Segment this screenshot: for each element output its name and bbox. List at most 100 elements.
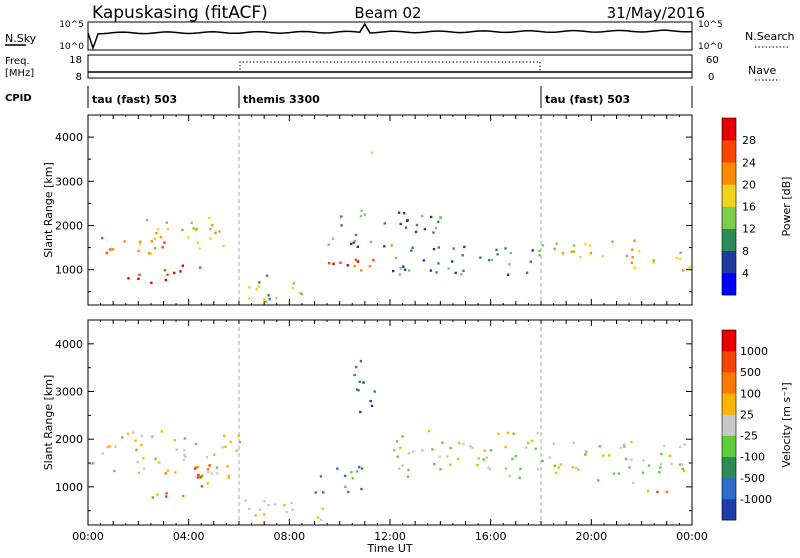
- echo-cell: [437, 220, 440, 224]
- echo-cell: [263, 513, 266, 516]
- echo-cell: [354, 233, 358, 237]
- echo-cell: [531, 249, 534, 252]
- echo-cell: [331, 237, 335, 240]
- colorbar-tick-label: 8: [742, 245, 749, 258]
- echo-cell: [450, 260, 454, 263]
- x-tick-label: 20:00: [575, 530, 607, 543]
- station-title: Kapuskasing (fitACF): [92, 3, 268, 23]
- echo-cell: [138, 273, 141, 276]
- nsky-tick-bottom: 10^0: [59, 42, 84, 52]
- echo-cell: [196, 466, 199, 469]
- echo-cell: [631, 248, 634, 251]
- echo-cell: [347, 490, 350, 494]
- echo-cell: [395, 440, 399, 443]
- charts: 1000 2000 3000 4000 Slant Range [km] 4 8 12 16 20…: [42, 114, 793, 555]
- colorbar-tick-label: 500: [740, 366, 761, 379]
- echo-cell: [647, 464, 651, 467]
- colorbar: 1000 500 100 25 -25 -100 -500 -1000 Velocity [m …: [721, 329, 793, 521]
- colorbar-frame: [721, 329, 737, 521]
- echo-cell: [554, 471, 558, 475]
- echo-cell: [227, 474, 230, 478]
- echo-cell: [370, 151, 374, 154]
- echo-cell: [496, 253, 499, 256]
- echo-cell: [660, 452, 663, 456]
- echo-cell: [572, 250, 576, 253]
- echo-cell: [183, 453, 186, 457]
- echo-cell: [199, 266, 202, 269]
- x-tick-label: 00:00: [72, 530, 104, 543]
- echo-cell: [506, 431, 510, 435]
- echo-cell: [454, 271, 457, 275]
- echo-cell: [403, 268, 407, 271]
- echo-cell: [683, 443, 686, 446]
- echo-cell: [263, 500, 266, 503]
- echo-cell: [449, 463, 452, 466]
- echo-cell: [254, 514, 257, 517]
- echo-cell: [248, 297, 251, 300]
- echo-cell: [462, 442, 465, 446]
- echo-cell: [519, 467, 522, 471]
- colorbar-tick-label: 16: [742, 201, 756, 214]
- y-tick-label: 2000: [55, 219, 83, 232]
- y-axis-label: Slant Range [km]: [42, 162, 55, 258]
- echo-cell: [235, 449, 238, 452]
- echo-cell: [151, 496, 154, 499]
- echo-cell: [205, 456, 209, 459]
- echo-cell: [355, 365, 358, 369]
- echo-cell: [399, 446, 402, 449]
- echo-cell: [255, 288, 258, 291]
- echo-cell: [670, 462, 673, 465]
- y-tick-label: 4000: [55, 338, 83, 351]
- echo-cell: [509, 251, 513, 255]
- echo-cell: [197, 473, 200, 477]
- echo-cell: [175, 448, 178, 451]
- freq-panel: Freq. [MHz] 18 8 60 0 Nave: [5, 54, 780, 83]
- echo-cell: [390, 244, 393, 247]
- echo-cell: [357, 389, 360, 392]
- freq-label-line1: Freq.: [5, 56, 30, 67]
- echo-cell: [114, 445, 117, 448]
- echo-cell: [321, 507, 324, 510]
- echo-cell: [222, 244, 225, 248]
- echo-cell: [461, 254, 464, 257]
- echo-cell: [675, 256, 679, 260]
- echo-cell: [123, 240, 126, 243]
- echo-cell: [518, 476, 521, 479]
- echo-cell: [642, 459, 645, 462]
- echo-cell: [479, 256, 482, 259]
- echo-cell: [608, 454, 611, 457]
- echo-cell: [290, 501, 293, 505]
- echo-cell: [399, 267, 402, 270]
- echo-cell: [265, 274, 269, 277]
- echo-cell: [504, 247, 507, 250]
- colorbar-segment: [722, 140, 736, 163]
- echo-cell: [248, 286, 251, 289]
- echo-cell: [360, 269, 363, 272]
- echo-cell: [538, 249, 541, 253]
- echo-cell: [113, 469, 116, 473]
- echo-cell: [632, 481, 635, 485]
- echo-cell: [363, 213, 367, 216]
- echo-cell: [353, 239, 357, 243]
- echo-cell: [423, 227, 427, 231]
- date-title: 31/May/2016: [607, 4, 705, 22]
- echo-cell: [437, 262, 440, 265]
- echo-cell: [421, 449, 424, 452]
- echo-cell: [432, 231, 435, 234]
- echo-cell: [322, 491, 325, 494]
- echo-cell: [369, 240, 373, 244]
- echo-cell: [336, 467, 339, 470]
- echo-cell: [353, 264, 356, 268]
- echo-cell: [469, 445, 472, 448]
- echo-cell: [207, 471, 210, 474]
- colorbar-segment: [722, 498, 736, 521]
- echo-cell: [584, 453, 587, 456]
- echo-cell: [140, 443, 143, 447]
- colorbar-tick-label: 20: [742, 178, 756, 191]
- echo-cell: [429, 269, 433, 272]
- echo-cell: [215, 466, 219, 469]
- colorbar-label: Power [dB]: [780, 177, 793, 237]
- echo-cell: [471, 446, 474, 449]
- echo-cell: [299, 292, 302, 295]
